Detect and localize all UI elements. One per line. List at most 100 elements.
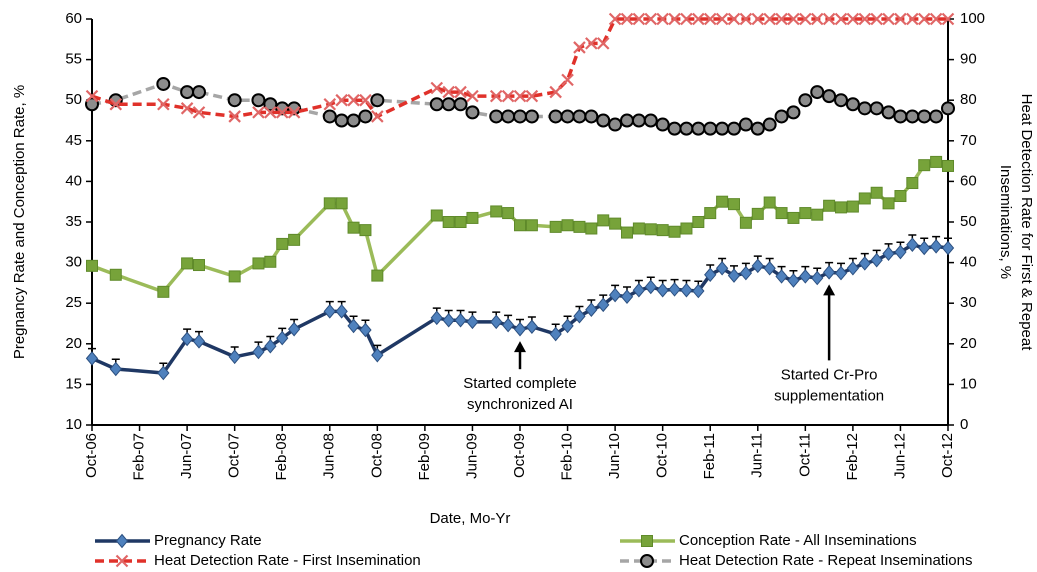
marker <box>597 297 610 313</box>
marker <box>347 93 360 107</box>
marker <box>787 273 800 288</box>
marker <box>548 109 563 124</box>
legend-label: Heat Detection Rate - Repeat Inseminatio… <box>679 552 973 569</box>
x-tick-label: Oct-06 <box>83 433 100 478</box>
marker <box>775 269 788 284</box>
x-tick-label: Jun-11 <box>749 433 766 478</box>
x-tick-label: Jun-09 <box>463 433 480 479</box>
annotation-text: Started complete <box>463 375 576 392</box>
marker <box>442 216 455 228</box>
marker <box>252 257 265 270</box>
marker <box>716 195 729 208</box>
marker <box>359 93 372 107</box>
y2-tick-label: 40 <box>960 254 977 271</box>
marker <box>489 89 503 103</box>
marker <box>228 349 241 365</box>
marker <box>774 109 789 124</box>
x-tick-label: Jun-12 <box>891 433 908 479</box>
marker <box>894 190 907 203</box>
x-tick-label: Oct-09 <box>511 433 528 478</box>
marker <box>929 109 944 124</box>
marker <box>727 121 741 136</box>
marker <box>192 85 206 100</box>
x-tick-label: Feb-09 <box>416 433 433 481</box>
marker <box>525 219 538 232</box>
marker <box>644 279 657 295</box>
marker <box>846 200 859 213</box>
legend-item: Heat Detection Rate - Repeat Inseminatio… <box>620 552 973 569</box>
marker <box>881 105 896 120</box>
marker <box>775 12 788 26</box>
marker <box>157 285 170 298</box>
marker <box>680 282 693 298</box>
marker <box>680 222 693 235</box>
marker <box>513 321 527 337</box>
x-tick-label: Feb-11 <box>701 433 718 479</box>
marker <box>501 109 516 124</box>
x-tick-label: Oct-07 <box>226 433 243 478</box>
marker <box>703 121 718 136</box>
marker <box>704 207 717 220</box>
marker <box>810 85 825 100</box>
marker <box>192 106 206 119</box>
marker <box>335 93 348 107</box>
marker <box>371 269 384 282</box>
marker <box>466 314 479 330</box>
marker <box>608 287 622 303</box>
marker <box>620 12 634 26</box>
marker <box>561 73 574 87</box>
marker <box>180 102 194 115</box>
y2-tick-label: 70 <box>960 132 977 149</box>
marker <box>453 97 468 112</box>
legend-item: Conception Rate - All Inseminations <box>620 532 917 549</box>
marker <box>584 109 599 124</box>
marker <box>644 223 657 236</box>
marker <box>323 304 336 319</box>
marker <box>442 85 455 99</box>
y-tick-label: 40 <box>65 172 82 189</box>
legend-marker <box>115 533 129 549</box>
marker <box>371 110 384 123</box>
x-tick-label: Jun-08 <box>321 433 338 479</box>
annotation-text: Started Cr-Pro <box>781 366 878 383</box>
marker <box>870 252 883 268</box>
marker <box>667 121 682 136</box>
y-tick-label: 60 <box>65 10 82 27</box>
y-tick-label: 35 <box>65 213 82 230</box>
marker <box>894 244 907 260</box>
marker <box>585 302 598 317</box>
marker <box>941 12 955 26</box>
marker <box>275 106 289 119</box>
marker <box>656 282 669 298</box>
marker <box>786 105 801 120</box>
marker <box>513 109 527 124</box>
marker <box>335 304 348 319</box>
marker <box>276 237 289 250</box>
marker <box>501 89 515 103</box>
marker <box>810 12 824 26</box>
marker <box>680 12 693 26</box>
marker <box>679 121 694 136</box>
marker <box>573 308 586 324</box>
marker <box>109 268 122 281</box>
marker <box>157 97 170 111</box>
marker <box>691 121 706 136</box>
marker <box>906 12 919 26</box>
marker <box>656 224 669 237</box>
marker <box>893 109 908 124</box>
marker <box>347 318 360 334</box>
marker <box>514 219 526 232</box>
marker <box>822 89 837 104</box>
marker <box>525 89 539 103</box>
marker <box>109 361 122 377</box>
marker <box>454 85 467 99</box>
marker <box>894 12 907 26</box>
marker <box>549 85 562 99</box>
marker <box>715 261 729 276</box>
marker <box>597 214 610 227</box>
marker <box>822 265 836 280</box>
marker <box>561 318 574 334</box>
legend-item: Heat Detection Rate - First Insemination <box>95 552 421 569</box>
marker <box>692 216 705 228</box>
marker <box>715 121 730 136</box>
